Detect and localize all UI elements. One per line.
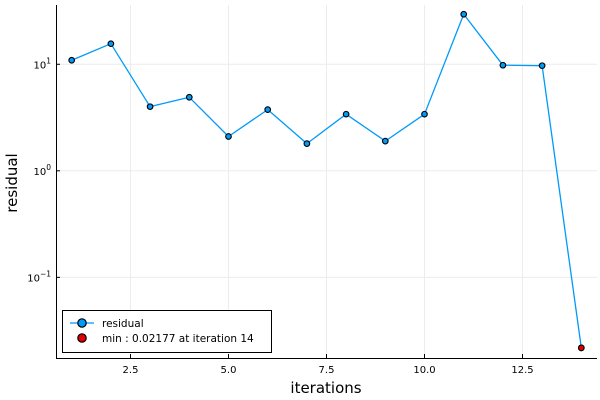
series-layer	[68, 10, 585, 352]
residual-point	[225, 133, 232, 140]
legend: residual min : 0.02177 at iteration 14	[62, 310, 272, 353]
residual-point	[107, 40, 115, 48]
y-tick-base: 10	[33, 60, 46, 71]
residual-point	[538, 62, 546, 70]
y-tick-base: 10	[33, 167, 46, 178]
x-tick-label: 2.5	[123, 365, 139, 376]
y-tick-exponent: 0	[46, 163, 51, 172]
residual-point	[146, 103, 154, 111]
y-tick-exponent: 1	[46, 56, 51, 65]
x-tick-labels: 2.5 5.0 7.5 10.0 12.5	[123, 354, 534, 376]
residual-point	[68, 56, 76, 64]
x-axis-title: iterations	[290, 379, 361, 397]
x-tick-label: 5.0	[221, 365, 237, 376]
residual-point	[460, 10, 468, 18]
y-tick-base: 10	[27, 273, 40, 284]
legend-min-marker	[77, 333, 87, 343]
min-point	[577, 344, 585, 352]
y-axis-title: residual	[3, 153, 21, 212]
residual-point	[185, 93, 193, 101]
residual-point	[499, 61, 507, 69]
legend-residual-label: residual	[102, 318, 144, 330]
y-tick-label: 100	[33, 163, 51, 178]
residual-series-line	[71, 13, 582, 348]
legend-residual-marker	[77, 318, 87, 328]
y-tick-exponent: −1	[40, 269, 51, 278]
residual-point	[264, 106, 272, 114]
residual-point	[381, 137, 389, 145]
residual-point	[421, 110, 428, 118]
x-tick-label: 10.0	[413, 365, 435, 376]
y-tick-label: 10−1	[27, 269, 51, 284]
x-tick-label: 7.5	[319, 365, 335, 376]
legend-box	[62, 310, 272, 353]
grid-lines	[56, 5, 597, 358]
residual-point	[303, 140, 311, 147]
y-tick-label: 101	[33, 56, 51, 71]
residual-point	[342, 110, 350, 118]
x-tick-label: 12.5	[511, 365, 533, 376]
legend-min-label: min : 0.02177 at iteration 14	[102, 333, 254, 345]
